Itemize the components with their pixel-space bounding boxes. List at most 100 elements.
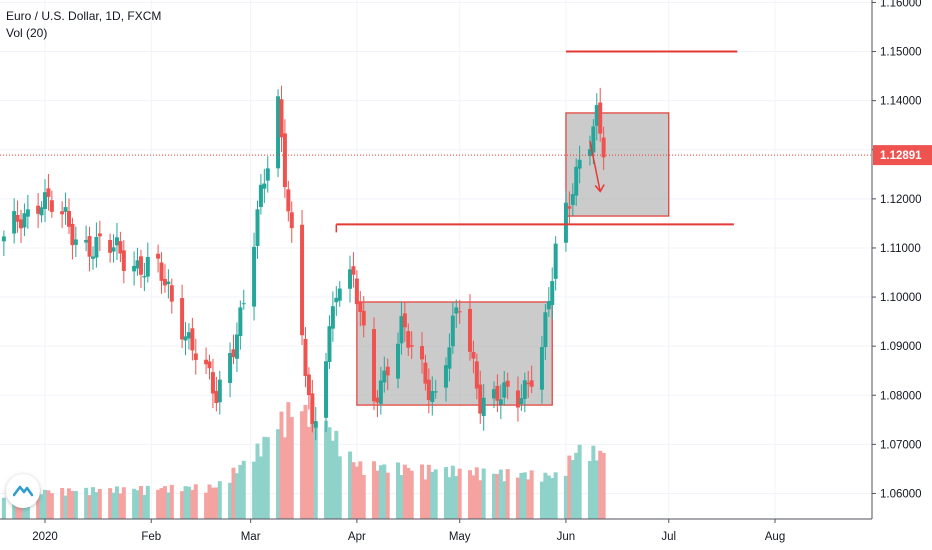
volume-bar [252,461,257,519]
volume-bar [478,480,483,519]
candle-body [481,397,486,417]
volume-bar [327,427,332,519]
candle-body [570,194,575,206]
volume-bar [385,472,390,519]
volume-bar [598,450,603,519]
candle-body [553,243,558,279]
volume-bar [207,484,212,519]
candle-body [430,391,435,402]
volume-bar [515,477,520,519]
candle-body [567,206,572,209]
candle-body [210,372,215,394]
volume-bar [382,464,387,519]
time-tick-label: Mar [241,531,261,543]
volume-bar [210,487,215,519]
volume-bar [90,487,95,519]
symbol-title[interactable]: Euro / U.S. Dollar, 1D, FXCM [6,9,162,23]
volume-bar [594,460,599,519]
volume-bar [495,473,500,519]
volume-bar [474,467,479,519]
candle-body [190,328,195,351]
candle-body [94,236,99,258]
volume-bar [234,473,239,519]
volume-bar [337,456,342,519]
volume-bar [587,461,592,519]
candle-body [563,202,568,243]
candle-body [478,384,483,414]
candle-body [145,256,150,277]
candle-body [204,359,209,365]
volume-bar [522,472,527,519]
volume-bar [526,479,531,519]
volume-bar [306,426,311,519]
candle-body [522,380,527,399]
volume-bar [570,460,575,519]
candle-body [406,331,411,348]
volume-bar [217,481,222,519]
candle-body [303,338,308,376]
candle-body [186,332,191,339]
volume-bar [108,488,113,519]
candle-body [330,306,335,329]
volume-bar [313,423,318,519]
candle-body [183,336,188,341]
volume-bar [601,452,606,519]
candle-body [587,149,592,157]
candle-body [591,126,596,153]
volume-bar [481,468,486,519]
candle-body [286,189,291,212]
candle-body [474,361,479,389]
price-tick-label: 1.11000 [880,243,921,255]
volume-bar [135,490,140,519]
candle-body [39,207,44,216]
volume-bar [396,462,401,519]
volume-bar [423,479,428,519]
volume-bar [1,497,6,519]
volume-bar [433,469,438,519]
candle-body [66,210,71,227]
volume-bar [543,472,548,519]
time-tick-label: Aug [765,531,785,543]
candle-body [169,285,174,302]
candle-body [228,353,233,383]
volume-bar [183,486,188,519]
tradingview-logo[interactable] [6,474,40,508]
volume-bar [372,461,377,519]
time-tick-label: Jun [557,531,576,543]
candle-body [399,316,404,344]
volume-bar [303,404,308,519]
volume-bar [324,420,329,519]
volume-bar [454,476,459,519]
volume-bar [132,488,137,519]
candle-body [282,133,287,188]
candle-body [142,276,147,278]
volume-bar [279,411,284,519]
candle-body [90,256,95,259]
candle-body [238,307,243,337]
price-tick-label: 1.15000 [880,47,922,59]
candle-body [348,269,353,289]
volume-bar [505,469,510,519]
volume-bar [43,489,47,519]
volume-bar [231,467,236,519]
volume-bar [121,487,126,519]
candle-body [265,168,270,181]
volume-bar [114,486,119,519]
candle-body [241,303,246,305]
volume-bar [563,475,568,519]
candle-body [234,334,239,359]
volume-bar [351,462,356,519]
time-tick-label: Jul [661,531,676,543]
candle-body [601,137,606,158]
volume-bar [399,475,404,519]
chart-legend: Euro / U.S. Dollar, 1D, FXCM Vol (20) [6,8,161,42]
candle-body [539,347,544,390]
candle-body [491,389,496,399]
candle-body [262,183,267,189]
candle-body [156,253,161,259]
candle-body [276,96,281,169]
volume-indicator-label[interactable]: Vol (20) [6,26,48,40]
candle-body [300,224,305,336]
volume-bar [214,487,219,519]
